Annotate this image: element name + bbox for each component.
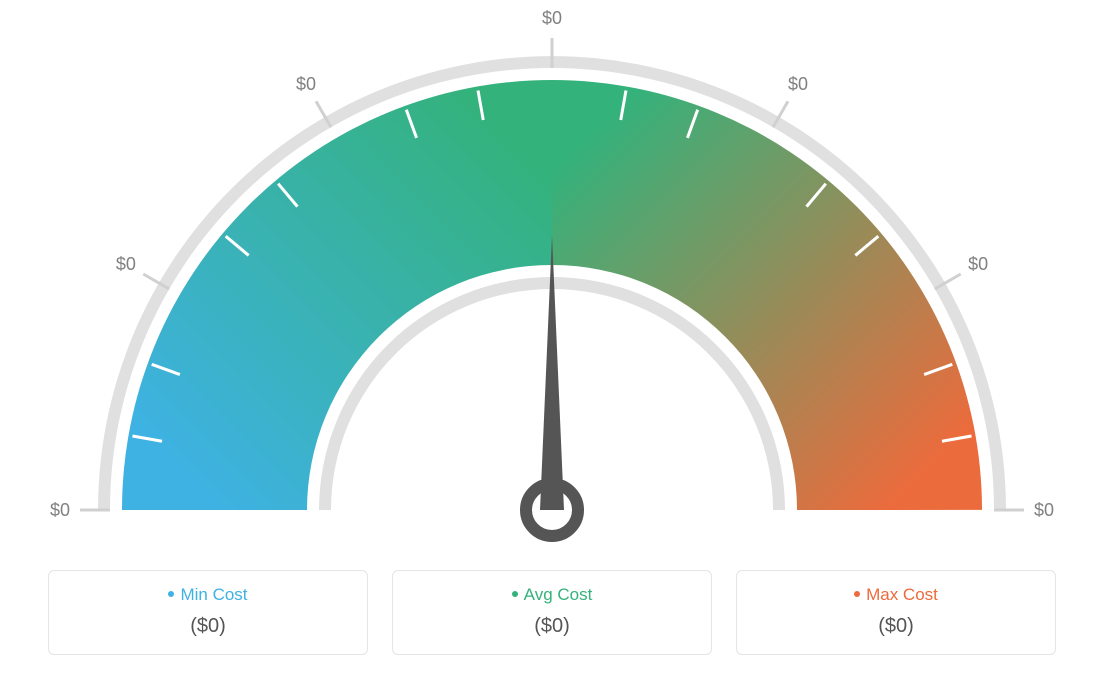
legend-label: Avg Cost [524,585,593,604]
dot-icon [168,591,174,597]
gauge-svg: $0 $0 $0 $0 $0 $0 $0 [0,10,1104,570]
svg-text:$0: $0 [116,254,136,274]
legend-card-min: Min Cost ($0) [48,570,368,655]
legend-title-min: Min Cost [67,585,349,605]
svg-text:$0: $0 [968,254,988,274]
svg-text:$0: $0 [788,74,808,94]
legend-card-avg: Avg Cost ($0) [392,570,712,655]
svg-text:$0: $0 [1034,500,1054,520]
legend-value-min: ($0) [67,615,349,638]
svg-text:$0: $0 [50,500,70,520]
legend-title-max: Max Cost [755,585,1037,605]
legend-card-max: Max Cost ($0) [736,570,1056,655]
svg-text:$0: $0 [296,74,316,94]
legend-label: Max Cost [866,585,938,604]
gauge-chart: $0 $0 $0 $0 $0 $0 $0 [0,10,1104,570]
dot-icon [854,591,860,597]
legend-row: Min Cost ($0) Avg Cost ($0) Max Cost ($0… [0,570,1104,655]
dot-icon [512,591,518,597]
legend-value-avg: ($0) [411,615,693,638]
legend-value-max: ($0) [755,615,1037,638]
legend-label: Min Cost [180,585,247,604]
svg-text:$0: $0 [542,10,562,28]
legend-title-avg: Avg Cost [411,585,693,605]
